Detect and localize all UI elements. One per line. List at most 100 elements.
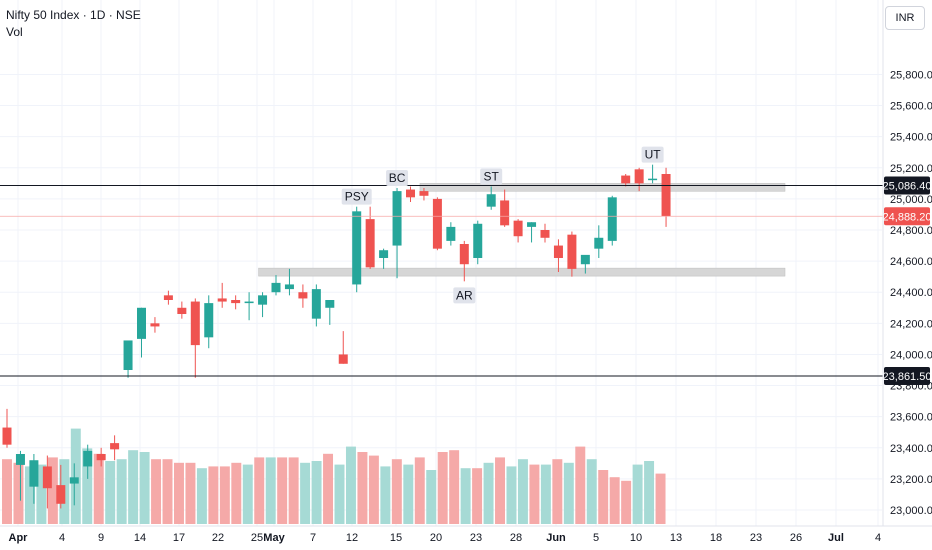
volume-bar bbox=[265, 457, 276, 524]
grid bbox=[0, 0, 882, 526]
volume-bar bbox=[403, 464, 414, 524]
candle-body bbox=[473, 223, 483, 258]
volume-bar bbox=[2, 459, 12, 524]
candle-body bbox=[648, 178, 658, 181]
x-tick-label: 10 bbox=[630, 532, 642, 544]
volume-bar bbox=[414, 457, 425, 524]
candle-body bbox=[29, 460, 39, 487]
volume-bar bbox=[185, 462, 196, 524]
y-tick-label: 23,000.00 bbox=[890, 505, 932, 517]
candle-body bbox=[432, 198, 442, 249]
y-tick-label: 25,600.00 bbox=[890, 101, 932, 113]
candle-body bbox=[365, 219, 375, 268]
x-tick-label: 14 bbox=[134, 532, 146, 544]
volume-bar bbox=[311, 461, 322, 524]
y-tick-label: 24,600.00 bbox=[890, 256, 932, 268]
annotation-label: PSY bbox=[345, 190, 369, 204]
candle-body bbox=[406, 189, 415, 198]
y-tick-label: 25,000.00 bbox=[890, 194, 932, 206]
x-tick-label: Jun bbox=[546, 532, 566, 544]
price-badges: 25,086.40 23,861.50 24,888.20 bbox=[883, 176, 932, 385]
candle-body bbox=[96, 454, 106, 461]
volume-bar bbox=[36, 464, 47, 524]
x-tick-label: 23 bbox=[470, 532, 482, 544]
candle-body bbox=[419, 191, 429, 196]
candle-body bbox=[2, 427, 12, 445]
x-tick-label: Jul bbox=[828, 532, 844, 544]
candle-body bbox=[553, 245, 563, 258]
volume-bar bbox=[540, 464, 551, 524]
zone-rect bbox=[419, 183, 786, 192]
volume-bar bbox=[449, 450, 460, 524]
candle-body bbox=[540, 230, 550, 238]
x-tick-label: 25 bbox=[251, 532, 263, 544]
candle-body bbox=[217, 298, 227, 302]
candles bbox=[2, 164, 671, 509]
volume-bar bbox=[655, 473, 666, 524]
candle-body bbox=[580, 254, 590, 265]
volume-bar bbox=[368, 455, 379, 524]
volume-bar bbox=[13, 462, 24, 524]
x-tick-label: 9 bbox=[98, 532, 104, 544]
annotation-bg bbox=[641, 146, 664, 163]
candle-body bbox=[42, 466, 52, 489]
candle-body bbox=[325, 300, 335, 308]
volume-bar bbox=[621, 480, 632, 524]
currency-button[interactable]: INR bbox=[885, 6, 925, 30]
candle-body bbox=[150, 323, 160, 327]
y-tick-label: 25,200.00 bbox=[890, 163, 932, 175]
candle-body bbox=[379, 250, 389, 258]
x-tick-label: 26 bbox=[790, 532, 802, 544]
y-tick-label: 24,400.00 bbox=[890, 287, 932, 299]
x-tick-label: 5 bbox=[593, 532, 599, 544]
candle-body bbox=[204, 303, 214, 338]
annotation-label: AR bbox=[456, 288, 473, 302]
y-tick-label: 23,400.00 bbox=[890, 443, 932, 455]
x-tick-label: 13 bbox=[670, 532, 682, 544]
support-resistance-zones bbox=[258, 183, 786, 277]
volume-bar bbox=[586, 459, 597, 524]
annotation-bg bbox=[480, 168, 503, 185]
candle-body bbox=[177, 307, 187, 314]
candle-body bbox=[284, 284, 294, 290]
time-axis[interactable]: Apr 4 9 14 17 22 25 May 7 12 15 20 23 28 Jun 5 10 13 18 23 2… bbox=[9, 532, 882, 544]
volume-bar bbox=[231, 462, 242, 524]
candle-body bbox=[56, 485, 66, 504]
volume-bar bbox=[552, 459, 563, 524]
volume-bar bbox=[323, 453, 334, 524]
y-tick-label: 23,200.00 bbox=[890, 474, 932, 486]
candle-body bbox=[258, 295, 268, 305]
candle-body bbox=[163, 295, 173, 300]
price-axis[interactable]: 25,800.00 25,600.00 25,400.00 25,200.00 25,0… bbox=[890, 69, 932, 517]
volume-bar bbox=[242, 464, 253, 524]
symbol-title[interactable]: Nifty 50 Index · 1D · NSE bbox=[6, 8, 141, 22]
volume-bar bbox=[380, 466, 391, 524]
x-tick-label: 17 bbox=[173, 532, 185, 544]
x-tick-label: May bbox=[263, 532, 285, 544]
volume-bar bbox=[598, 470, 609, 524]
candle-body bbox=[311, 289, 321, 319]
x-tick-label: Apr bbox=[9, 532, 29, 544]
volume-bar bbox=[128, 450, 139, 524]
volume-bar bbox=[208, 466, 219, 524]
y-tick-label: 24,800.00 bbox=[890, 225, 932, 237]
price-badge-label: 25,086.40 bbox=[883, 180, 932, 192]
y-tick-label: 25,400.00 bbox=[890, 132, 932, 144]
volume-bar bbox=[196, 468, 207, 524]
volume-bar bbox=[345, 446, 356, 524]
candle-body bbox=[83, 450, 93, 467]
y-tick-label: 24,000.00 bbox=[890, 349, 932, 361]
volume-bar bbox=[105, 461, 116, 524]
x-tick-label: 23 bbox=[750, 532, 762, 544]
candle-body bbox=[486, 194, 496, 207]
x-tick-label: 4 bbox=[875, 532, 881, 544]
candle-body bbox=[298, 292, 308, 299]
volume-bar bbox=[93, 453, 104, 524]
candle-body bbox=[607, 197, 617, 241]
volume-bar bbox=[219, 466, 230, 524]
x-tick-label: 18 bbox=[710, 532, 722, 544]
candle-body bbox=[567, 234, 577, 269]
volume-bar bbox=[357, 452, 368, 524]
volume-bar bbox=[472, 468, 483, 524]
